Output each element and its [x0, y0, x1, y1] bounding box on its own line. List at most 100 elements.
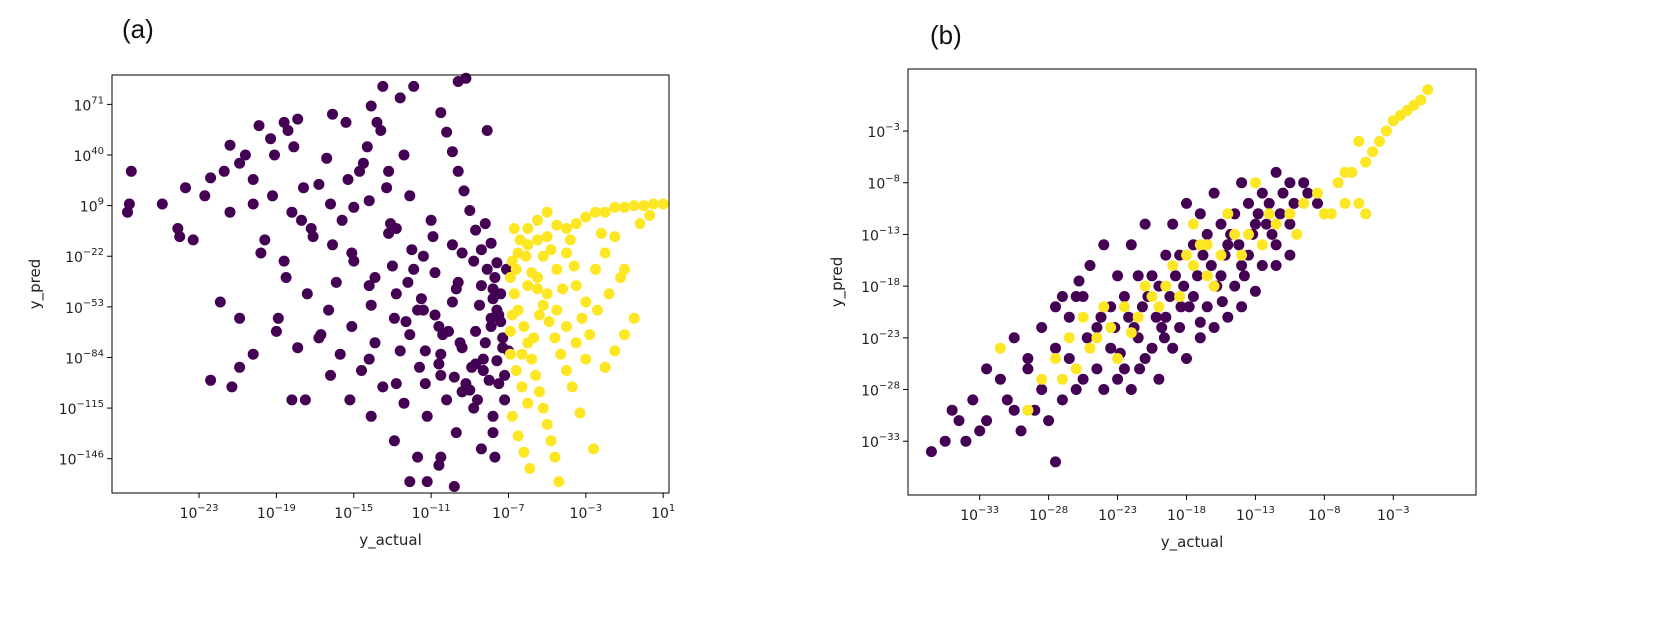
scatter-point [415, 293, 427, 305]
scatter-point [1118, 291, 1130, 302]
scatter-point [435, 348, 447, 360]
scatter-point [327, 108, 338, 120]
scatter-point [1208, 322, 1220, 333]
x-tick-label: 10−3 [1377, 505, 1410, 524]
scatter-point [419, 378, 431, 390]
scatter-point [510, 365, 522, 376]
scatter-point [974, 425, 986, 437]
scatter-point [1360, 208, 1372, 220]
scatter-point [239, 149, 251, 161]
scatter-point [267, 190, 278, 202]
scatter-point [584, 329, 596, 341]
scatter-point [497, 342, 509, 354]
scatter-point [1125, 384, 1137, 395]
scatter-point [270, 325, 282, 337]
scatter-point [493, 378, 505, 390]
scatter-point [470, 224, 482, 236]
scatter-point [591, 304, 603, 316]
scatter-point [357, 157, 369, 169]
scatter-point [1181, 197, 1192, 209]
scatter-point [468, 402, 480, 414]
scatter-point [1243, 228, 1254, 240]
scatter-point [1022, 363, 1034, 375]
y-tick-label: 10−53 [65, 298, 104, 317]
scatter-point [1050, 456, 1061, 468]
scatter-point [1084, 260, 1096, 271]
scatter-point [292, 113, 304, 125]
scatter-point [1201, 228, 1213, 240]
scatter-point [381, 182, 393, 194]
scatter-point [590, 263, 601, 275]
scatter-point [541, 206, 553, 218]
scatter-point [1125, 239, 1137, 251]
scatter-point [1112, 373, 1124, 385]
scatter-point [1063, 332, 1075, 344]
scatter-point [481, 263, 493, 275]
scatter-point [1222, 239, 1234, 251]
scatter-point [648, 198, 659, 210]
scatter-point [549, 451, 561, 463]
x-tick-label: 10−7 [492, 503, 525, 522]
scatter-point [580, 211, 592, 223]
scatter-point [1187, 260, 1199, 271]
scatter-point [1070, 384, 1082, 395]
x-tick-label: 10−19 [257, 503, 296, 522]
scatter-point [537, 402, 549, 414]
scatter-point [1084, 342, 1096, 354]
scatter-point [286, 206, 298, 218]
scatter-point [125, 165, 137, 177]
scatter-point [551, 263, 563, 275]
scatter-point [489, 451, 501, 463]
scatter-point [1291, 228, 1303, 240]
scatter-point [247, 198, 259, 210]
scatter-point [570, 337, 582, 349]
scatter-point [1132, 311, 1144, 323]
y-tick-label: 10−23 [861, 329, 900, 348]
scatter-point [1036, 384, 1048, 395]
scatter-point [1277, 187, 1289, 199]
scatter-point [489, 272, 501, 283]
scatter-point [321, 152, 333, 164]
scatter-point [522, 397, 534, 409]
scatter-point [1263, 197, 1275, 209]
x-tick-label: 10−23 [1098, 505, 1137, 524]
scatter-point [1229, 228, 1241, 240]
panel-b: (b) 10−33 10−28 10−23 10−18 10−13 10−8 10−3 10−3… [828, 20, 1477, 552]
scatter-point [487, 293, 499, 305]
scatter-point [1312, 197, 1323, 209]
scatter-point [408, 80, 420, 92]
scatter-point [464, 205, 476, 216]
scatter-point [595, 227, 607, 239]
scatter-point [1208, 187, 1220, 199]
scatter-point [330, 276, 342, 288]
scatter-point [504, 348, 516, 360]
scatter-point [545, 244, 557, 256]
scatter-point [156, 198, 168, 210]
y-tick-label: 10−18 [861, 277, 900, 296]
scatter-point [981, 363, 993, 375]
scatter-point [226, 381, 238, 393]
scatter-point [1270, 239, 1282, 251]
scatter-point [336, 214, 348, 226]
scatter-point [1183, 301, 1195, 313]
series-0 [122, 72, 514, 492]
panel-label: (b) [930, 20, 962, 50]
scatter-point [1167, 342, 1179, 354]
scatter-point [435, 369, 447, 381]
scatter-point [1105, 342, 1117, 354]
scatter-point [497, 332, 509, 344]
scatter-point [348, 255, 360, 267]
scatter-point [522, 223, 534, 234]
scatter-point [551, 219, 563, 231]
scatter-point [1132, 270, 1144, 282]
scatter-point [327, 239, 338, 251]
scatter-point [435, 107, 447, 119]
y-tick-label: 10−33 [861, 432, 900, 451]
scatter-point [1181, 249, 1192, 261]
scatter-point [1270, 218, 1282, 230]
scatter-point [1118, 363, 1130, 375]
y-tick-label: 10−8 [867, 174, 900, 193]
scatter-point [576, 312, 588, 324]
scatter-point [1252, 208, 1264, 220]
scatter-point [481, 125, 493, 136]
